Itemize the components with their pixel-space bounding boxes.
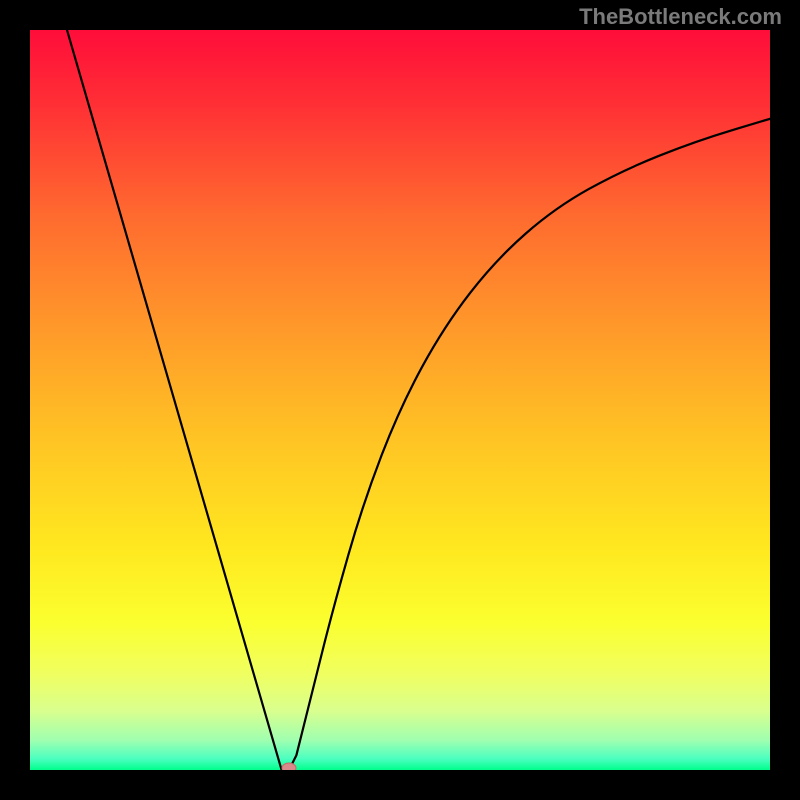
- watermark-text: TheBottleneck.com: [579, 4, 782, 30]
- chart-svg: [30, 30, 770, 770]
- gradient-background: [30, 30, 770, 770]
- minimum-marker: [282, 763, 296, 770]
- plot-area: [30, 30, 770, 770]
